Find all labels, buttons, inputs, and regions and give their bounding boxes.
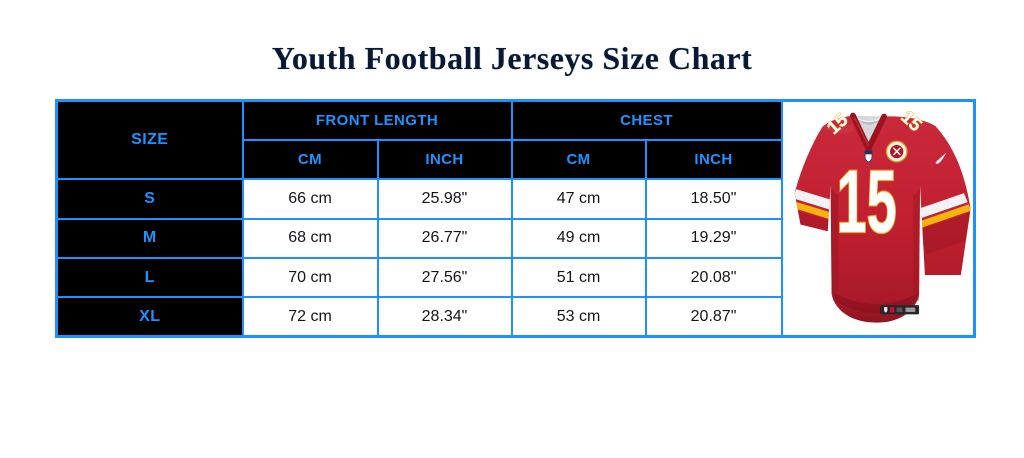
table-row-size-m: M 68 cm 26.77" 49 cm 19.29": [55, 217, 975, 260]
chest-inch-m: 19.29": [644, 217, 783, 260]
jocktag-label: [879, 305, 919, 315]
front-length-cm-m: 68 cm: [241, 217, 379, 260]
chest-cm-xl: 53 cm: [510, 296, 647, 338]
row-header-size-l: L: [55, 256, 244, 299]
nfl-shield-logo: [864, 150, 872, 163]
table-row-size-xl: XL 72 cm 28.34" 53 cm 20.87": [55, 296, 975, 338]
header-row-2: CM INCH CM INCH: [57, 138, 975, 181]
swoosh-icon: [935, 152, 946, 164]
chest-cm-l: 51 cm: [510, 256, 647, 299]
row-header-size-s: S: [55, 178, 244, 220]
chest-cm-s: 47 cm: [510, 178, 647, 220]
column-header-chest-cm: CM: [510, 138, 647, 181]
row-header-size-xl: XL: [55, 296, 244, 338]
row-header-size-m: M: [55, 217, 244, 260]
header-row-1: SIZE FRONT LENGTH CHEST: [55, 99, 976, 338]
jersey-product-image: 15 15 15: [780, 99, 976, 338]
column-header-chest: CHEST: [510, 99, 783, 141]
front-length-inch-xl: 28.34": [376, 296, 513, 338]
football-jersey-illustration: 15 15 15: [794, 105, 971, 323]
front-length-cm-xl: 72 cm: [241, 296, 379, 338]
page-title: Youth Football Jerseys Size Chart: [271, 40, 753, 76]
size-chart-table: SIZE FRONT LENGTH CHEST: [55, 99, 977, 339]
front-length-inch-s: 25.98": [376, 178, 513, 220]
chest-inch-s: 18.50": [644, 178, 783, 220]
column-header-front-length: FRONT LENGTH: [241, 99, 513, 141]
chest-number: 15: [836, 151, 896, 251]
front-length-cm-s: 66 cm: [241, 178, 379, 220]
jersey-body: [794, 115, 971, 323]
column-header-size: SIZE: [55, 99, 244, 181]
chest-inch-xl: 20.87": [644, 296, 783, 338]
jersey-neck-opening: [852, 115, 884, 149]
column-header-front-cm: CM: [241, 138, 379, 181]
front-length-inch-m: 26.77": [376, 217, 513, 260]
table-row-size-l: L 70 cm 27.56" 51 cm 20.08": [55, 256, 975, 299]
jersey-collar: [849, 112, 887, 152]
front-length-cm-l: 70 cm: [241, 256, 379, 299]
team-patch: [885, 140, 908, 163]
chest-inch-l: 20.08": [644, 256, 783, 299]
chest-cm-m: 49 cm: [510, 217, 647, 260]
column-header-front-inch: INCH: [376, 138, 513, 181]
column-header-chest-inch: INCH: [644, 138, 783, 181]
front-length-inch-l: 27.56": [376, 256, 513, 299]
table-row-size-s: S 66 cm 25.98" 47 cm 18.50": [55, 178, 975, 220]
